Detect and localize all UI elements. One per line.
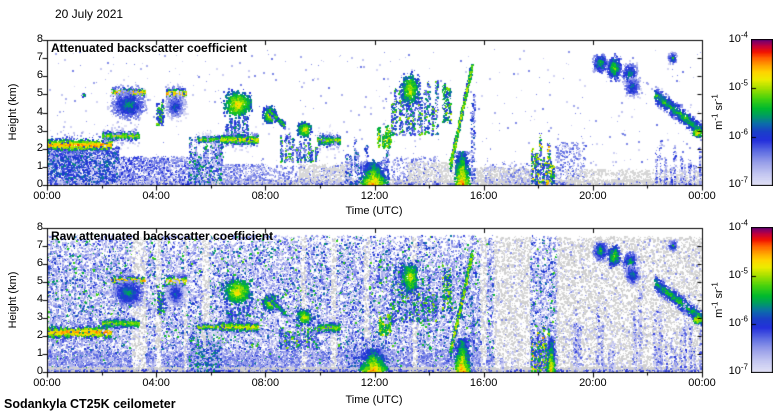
- y-tick-label: 8: [36, 221, 43, 233]
- y-tick-label: 0: [36, 365, 43, 377]
- date-label: 20 July 2021: [55, 7, 124, 21]
- colorbar-unit-label-bottom: m-1 sr-1: [710, 282, 725, 318]
- colorbar-tick-label: 10-6: [728, 314, 748, 329]
- y-tick-label: 5: [36, 87, 43, 100]
- x-tick-label: 20:00: [579, 190, 607, 202]
- colorbar-top: [751, 39, 773, 186]
- x-axis-label-bottom: Time (UTC): [345, 394, 403, 406]
- x-tick-label: 00:00: [33, 190, 61, 202]
- y-tick-label: 1: [36, 159, 43, 172]
- x-tick-label: 12:00: [360, 190, 389, 202]
- colorbar-bottom: [751, 227, 773, 373]
- y-tick-label: 3: [36, 311, 43, 323]
- x-tick-label: 00:00: [33, 377, 61, 389]
- colorbar-tick-label: 10-5: [728, 78, 748, 94]
- x-axis-label-top: Time (UTC): [345, 205, 403, 217]
- y-axis-label-bottom: Height (km): [7, 271, 19, 329]
- y-tick-label: 8: [36, 33, 43, 45]
- colorbar-tick-label: 10-4: [728, 30, 748, 45]
- y-tick-label: 2: [36, 329, 43, 341]
- y-axis-label-top: Height (km): [7, 83, 19, 141]
- y-tick-label: 1: [36, 347, 43, 359]
- x-tick-label: 08:00: [251, 377, 280, 389]
- y-tick-label: 3: [36, 123, 43, 136]
- x-tick-label: 16:00: [469, 377, 498, 389]
- y-tick-label: 7: [36, 51, 43, 64]
- x-tick-label: 04:00: [142, 377, 170, 389]
- colorbar-tick-label: 10-6: [728, 127, 748, 142]
- colorbar-tick-label: 10-7: [728, 175, 748, 190]
- x-tick-label: 16:00: [469, 190, 498, 202]
- x-tick-label: 04:00: [142, 190, 170, 202]
- y-tick-label: 5: [36, 275, 43, 287]
- y-tick-label: 4: [36, 105, 43, 118]
- y-tick-label: 6: [36, 69, 43, 82]
- y-tick-label: 0: [36, 178, 43, 190]
- x-tick-label: 08:00: [251, 190, 280, 202]
- panel-title-attenuated: Attenuated backscatter coefficient: [51, 41, 248, 55]
- panel-title-raw: Raw attenuated backscatter coefficient: [51, 229, 274, 243]
- x-tick-label: 00:00: [688, 377, 716, 389]
- heatmap-raw: [39, 220, 710, 380]
- x-tick-label: 20:00: [579, 377, 607, 389]
- x-tick-label: 12:00: [360, 377, 389, 389]
- heatmap-attenuated: [39, 32, 710, 193]
- colorbar-tick-label: 10-7: [728, 362, 748, 377]
- y-tick-label: 4: [36, 293, 43, 305]
- colorbar-tick-label: 10-4: [728, 218, 748, 233]
- y-tick-label: 2: [36, 141, 43, 154]
- x-tick-label: 00:00: [688, 190, 716, 202]
- y-tick-label: 6: [36, 257, 43, 269]
- y-tick-label: 7: [36, 239, 43, 251]
- colorbar-unit-label-top: m-1 sr-1: [710, 94, 725, 130]
- instrument-label: Sodankyla CT25K ceilometer: [4, 397, 176, 411]
- colorbar-tick-label: 10-5: [728, 266, 748, 281]
